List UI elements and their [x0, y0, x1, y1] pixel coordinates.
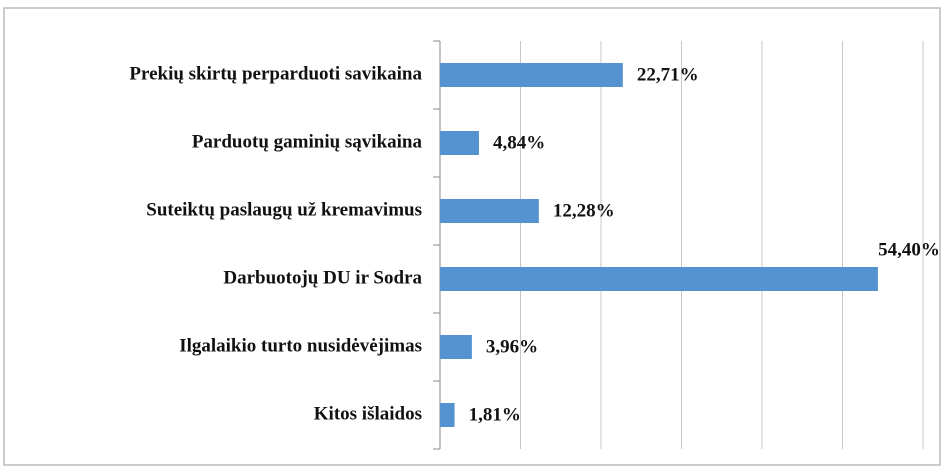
bar: [440, 63, 623, 87]
data-label: 54,40%: [878, 239, 940, 260]
data-label: 12,28%: [553, 200, 615, 221]
bar: [440, 335, 472, 359]
y-tick-label: Kitos išlaidos: [314, 403, 422, 424]
bar: [440, 131, 479, 155]
bar: [440, 199, 539, 223]
y-tick-label: Darbuotojų DU ir Sodra: [223, 267, 422, 288]
data-label: 3,96%: [486, 336, 538, 357]
frame: [3, 7, 941, 466]
bar: [440, 403, 455, 427]
data-label: 4,84%: [493, 132, 545, 153]
data-label: 1,81%: [469, 404, 521, 425]
y-tick-label: Suteiktų paslaugų už kremavimus: [146, 199, 422, 220]
y-tick-label: Parduotų gaminių sąvikaina: [192, 131, 423, 152]
y-tick-label: Ilgalaikio turto nusidėvėjimas: [179, 335, 422, 356]
data-label: 22,71%: [637, 64, 699, 85]
bar: [440, 267, 878, 291]
y-tick-label: Prekių skirtų perparduoti savikaina: [129, 63, 422, 84]
